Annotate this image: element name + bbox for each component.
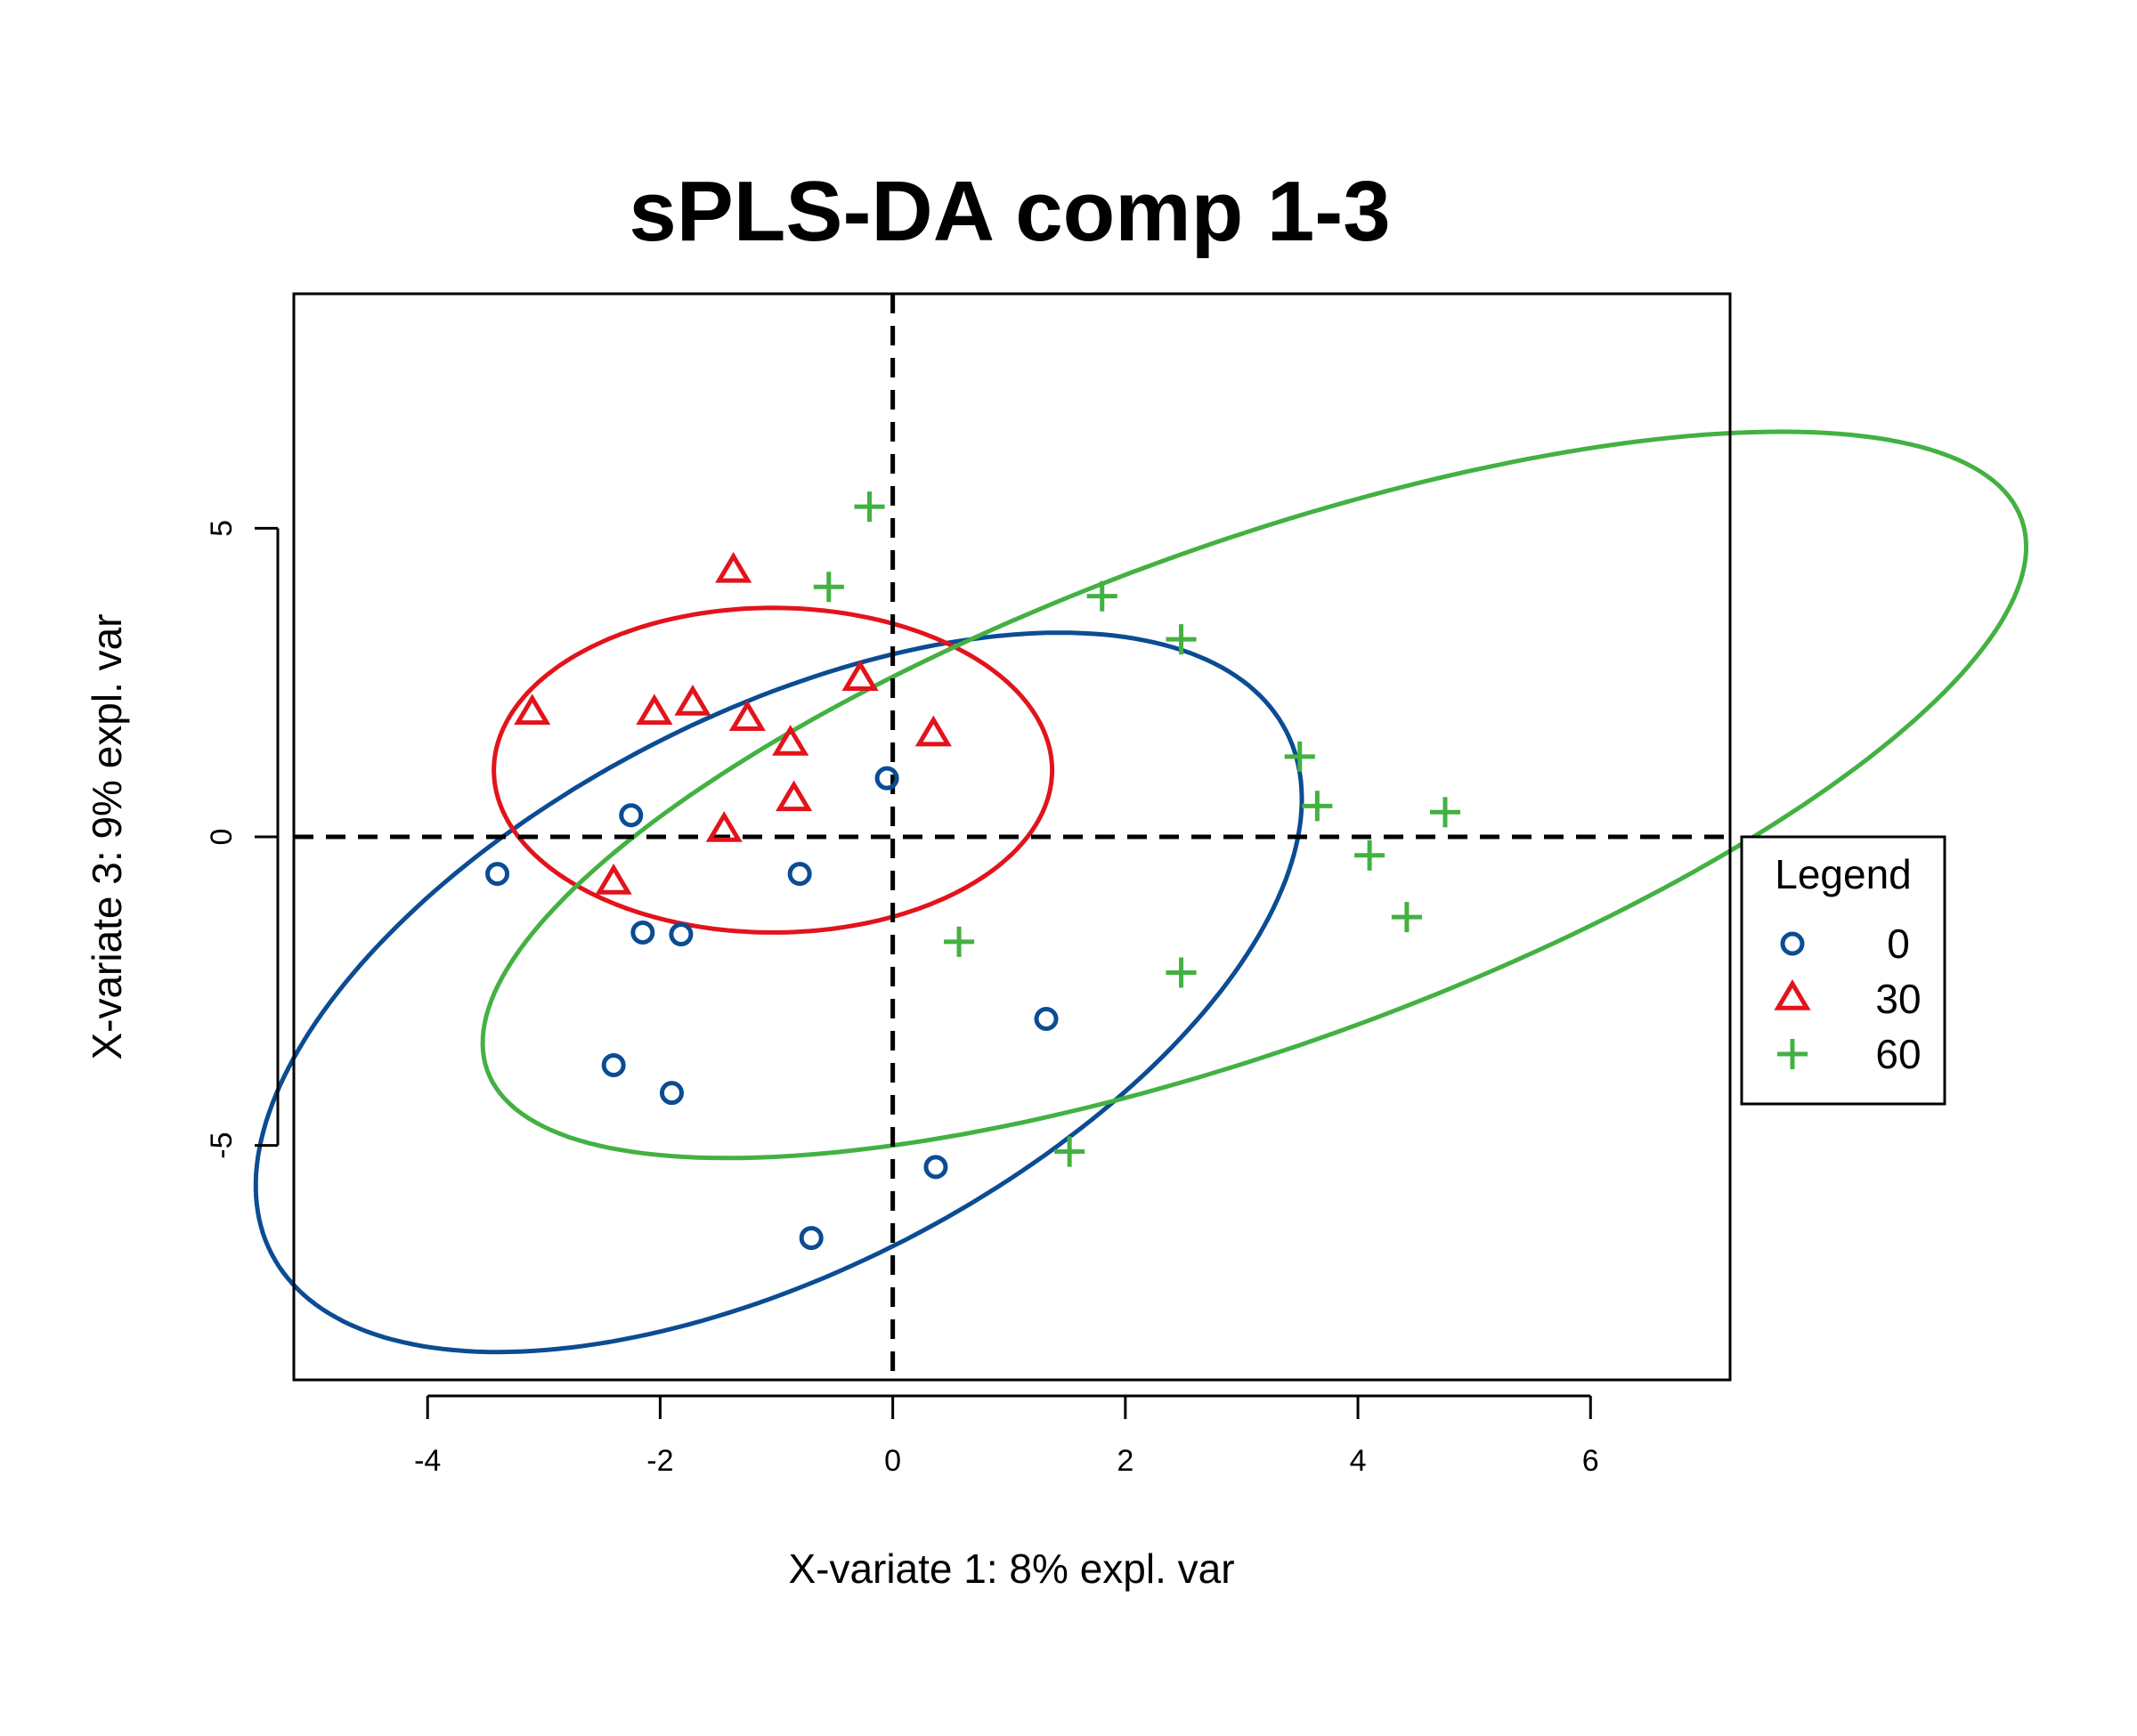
data-point-group-30 <box>772 725 809 756</box>
legend-marker-60 <box>1776 1038 1808 1070</box>
data-point-group-60 <box>854 491 885 523</box>
data-point-group-60 <box>1166 624 1197 655</box>
x-axis-label: X-variate 1: 8% expl. var <box>788 1545 1234 1592</box>
legend-box <box>1740 835 1946 1106</box>
data-point-group-0 <box>874 766 899 791</box>
data-point-group-30 <box>636 694 673 726</box>
data-point-group-0 <box>659 1081 684 1106</box>
data-point-group-30 <box>674 685 711 716</box>
plot-area <box>253 294 2029 1380</box>
data-point-group-60 <box>1086 580 1117 612</box>
data-point-group-30 <box>715 551 752 583</box>
y-tick-label: -5 <box>205 1132 239 1158</box>
legend-label-60: 60 <box>1875 1031 1921 1077</box>
x-tick-label: 2 <box>1117 1444 1134 1478</box>
data-point-group-60 <box>1429 797 1461 828</box>
x-tick-label: 4 <box>1350 1444 1367 1478</box>
data-point-group-0 <box>601 1052 626 1077</box>
data-point-group-30 <box>705 811 743 842</box>
legend-title: Legend <box>1775 851 1912 897</box>
data-point-group-0 <box>485 862 510 887</box>
data-point-group-30 <box>514 694 551 726</box>
data-point-group-60 <box>1166 957 1197 988</box>
x-tick-label: 6 <box>1582 1444 1599 1478</box>
data-point-group-0 <box>923 1155 948 1180</box>
legend-label-30: 30 <box>1875 976 1921 1022</box>
legend-marker-30 <box>1774 979 1811 1010</box>
legend-marker-0 <box>1780 931 1805 956</box>
y-tick-label: 5 <box>205 520 239 537</box>
data-point-group-60 <box>1302 791 1333 822</box>
data-point-group-0 <box>799 1226 824 1251</box>
ellipse-group-0 <box>253 630 1304 1355</box>
data-point-group-0 <box>787 862 812 887</box>
y-tick-label: 0 <box>205 829 239 846</box>
legend: Legend 0 30 60 <box>1740 835 1946 1106</box>
data-point-group-30 <box>914 715 952 747</box>
data-point-group-60 <box>1054 1136 1085 1167</box>
data-point-group-30 <box>841 660 879 691</box>
axes: -4 -2 0 2 4 6 -5 0 5 <box>205 520 1599 1478</box>
data-point-group-60 <box>1284 741 1315 772</box>
x-tick-label: -2 <box>646 1444 673 1478</box>
data-point-group-0 <box>669 922 694 947</box>
legend-label-0: 0 <box>1887 921 1910 967</box>
x-tick-label: 0 <box>884 1444 901 1478</box>
y-axis-label: X-variate 3: 9% expl. var <box>84 613 130 1059</box>
data-point-group-0 <box>1034 1006 1059 1031</box>
data-point-group-30 <box>776 780 813 812</box>
data-point-group-60 <box>1391 902 1422 933</box>
data-point-group-60 <box>1354 840 1385 871</box>
ellipse-group-30 <box>492 605 1055 935</box>
x-tick-label: -4 <box>414 1444 441 1478</box>
data-point-group-30 <box>728 700 766 732</box>
ellipse-group-60 <box>480 429 2029 1161</box>
data-point-group-60 <box>944 926 975 957</box>
chart-title: sPLS-DA comp 1-3 <box>629 164 1390 259</box>
data-point-group-30 <box>595 864 632 895</box>
data-point-group-60 <box>813 572 844 603</box>
data-point-group-0 <box>630 920 655 945</box>
data-point-group-0 <box>619 803 644 828</box>
plot-frame <box>292 292 1732 1382</box>
